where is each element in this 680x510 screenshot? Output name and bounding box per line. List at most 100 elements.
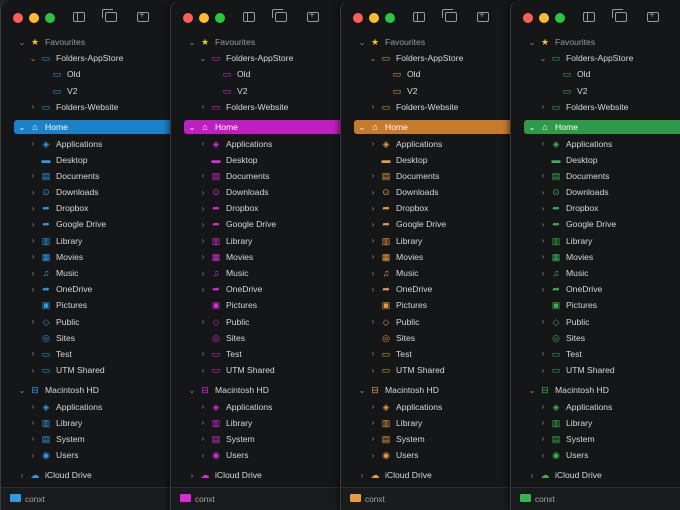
sidebar-item-hd-system[interactable]: › ▤ System [511, 431, 680, 447]
sidebar-item-pictures[interactable]: ▣ Pictures [171, 297, 349, 313]
minimize-button[interactable] [369, 13, 379, 23]
chevron-down-icon[interactable]: ⌄ [18, 37, 26, 47]
chevron-right-icon[interactable]: › [371, 450, 375, 460]
sidebar-item-hd-applications[interactable]: › ◈ Applications [511, 398, 680, 414]
chevron-right-icon[interactable]: › [371, 236, 375, 246]
sidebar-item-library[interactable]: › ▥ Library [341, 233, 519, 249]
chevron-right-icon[interactable]: › [541, 219, 545, 229]
chevron-right-icon[interactable]: › [190, 470, 194, 480]
sidebar-item-folders-website[interactable]: › ▭ Folders-Website [1, 99, 179, 115]
sidebar-item-hd-library[interactable]: › ▥ Library [511, 415, 680, 431]
chevron-down-icon[interactable]: ⌄ [539, 53, 547, 63]
chevron-right-icon[interactable]: › [201, 418, 205, 428]
zoom-button[interactable] [45, 13, 55, 23]
minimize-button[interactable] [539, 13, 549, 23]
chevron-right-icon[interactable]: › [31, 349, 35, 359]
chevron-right-icon[interactable]: › [541, 252, 545, 262]
sidebar-item-test[interactable]: › ▭ Test [511, 346, 680, 362]
sidebar-item-v2[interactable]: ▭ V2 [171, 83, 349, 99]
toggle-sidebar-icon[interactable] [243, 12, 255, 22]
sidebar-item-folders-appstore[interactable]: ⌄ ▭ Folders-AppStore [171, 50, 349, 66]
sidebar-item-hd-applications[interactable]: › ◈ Applications [171, 398, 349, 414]
chevron-right-icon[interactable]: › [371, 349, 375, 359]
sidebar-item-hd-users[interactable]: › ◉ Users [171, 447, 349, 463]
chevron-right-icon[interactable]: › [31, 284, 35, 294]
sidebar-item-onedrive[interactable]: › ➦ OneDrive [171, 281, 349, 297]
sidebar-item-macintosh-hd[interactable]: ⌄ ⊟ Macintosh HD [171, 382, 349, 398]
chevron-right-icon[interactable]: › [541, 434, 545, 444]
chevron-right-icon[interactable]: › [201, 365, 205, 375]
chevron-right-icon[interactable]: › [541, 171, 545, 181]
sidebar-item-public[interactable]: › ◇ Public [171, 314, 349, 330]
chevron-right-icon[interactable]: › [31, 171, 35, 181]
sidebar-item-applications[interactable]: › ◈ Applications [171, 135, 349, 151]
chevron-right-icon[interactable]: › [371, 102, 375, 112]
sidebar-item-applications[interactable]: › ◈ Applications [511, 135, 680, 151]
close-button[interactable] [523, 13, 533, 23]
chevron-right-icon[interactable]: › [31, 402, 35, 412]
sidebar-item-hd-applications[interactable]: › ◈ Applications [341, 398, 519, 414]
sidebar-item-documents[interactable]: › ▤ Documents [171, 168, 349, 184]
chevron-right-icon[interactable]: › [31, 434, 35, 444]
sidebar-item-pictures[interactable]: ▣ Pictures [511, 297, 680, 313]
sidebar-item-hd-library[interactable]: › ▥ Library [1, 415, 179, 431]
chevron-right-icon[interactable]: › [201, 317, 205, 327]
chevron-right-icon[interactable]: › [371, 418, 375, 428]
sidebar-item-v2[interactable]: ▭ V2 [511, 83, 680, 99]
sidebar-item-applications[interactable]: › ◈ Applications [341, 135, 519, 151]
zoom-button[interactable] [385, 13, 395, 23]
chevron-right-icon[interactable]: › [541, 284, 545, 294]
chevron-right-icon[interactable]: › [31, 268, 35, 278]
chevron-right-icon[interactable]: › [31, 236, 35, 246]
sidebar-item-pictures[interactable]: ▣ Pictures [1, 297, 179, 313]
sidebar-item-downloads[interactable]: › ⊙ Downloads [341, 184, 519, 200]
chevron-right-icon[interactable]: › [541, 402, 545, 412]
close-button[interactable] [183, 13, 193, 23]
sidebar-item-test[interactable]: › ▭ Test [171, 346, 349, 362]
sidebar-item-movies[interactable]: › ▦ Movies [1, 249, 179, 265]
chevron-right-icon[interactable]: › [541, 365, 545, 375]
sidebar-item-folders-website[interactable]: › ▭ Folders-Website [341, 99, 519, 115]
sidebar-item-home[interactable]: ⌄ ⌂ Home [524, 119, 680, 135]
minimize-button[interactable] [199, 13, 209, 23]
close-button[interactable] [353, 13, 363, 23]
chevron-down-icon[interactable]: ⌄ [528, 37, 536, 47]
chevron-right-icon[interactable]: › [371, 365, 375, 375]
sidebar-item-utm-shared[interactable]: › ▭ UTM Shared [171, 362, 349, 378]
chevron-right-icon[interactable]: › [541, 236, 545, 246]
sidebar-item-desktop[interactable]: ▬ Desktop [171, 152, 349, 168]
chevron-right-icon[interactable]: › [201, 102, 205, 112]
sidebar-item-hd-system[interactable]: › ▤ System [341, 431, 519, 447]
chevron-right-icon[interactable]: › [201, 187, 205, 197]
minimize-button[interactable] [29, 13, 39, 23]
sidebar-item-old[interactable]: ▭ Old [171, 66, 349, 82]
zoom-button[interactable] [215, 13, 225, 23]
chevron-right-icon[interactable]: › [31, 139, 35, 149]
chevron-down-icon[interactable]: ⌄ [358, 122, 366, 132]
sidebar-item-utm-shared[interactable]: › ▭ UTM Shared [1, 362, 179, 378]
chevron-right-icon[interactable]: › [360, 470, 364, 480]
sidebar-item-home[interactable]: ⌄ ⌂ Home [354, 119, 515, 135]
chevron-right-icon[interactable]: › [371, 252, 375, 262]
chevron-right-icon[interactable]: › [31, 252, 35, 262]
sidebar-item-documents[interactable]: › ▤ Documents [1, 168, 179, 184]
sidebar-item-hd-applications[interactable]: › ◈ Applications [1, 398, 179, 414]
chevron-right-icon[interactable]: › [201, 203, 205, 213]
windows-icon[interactable] [102, 9, 117, 22]
sidebar-item-hd-library[interactable]: › ▥ Library [171, 415, 349, 431]
chevron-right-icon[interactable]: › [371, 284, 375, 294]
sidebar-item-desktop[interactable]: ▬ Desktop [341, 152, 519, 168]
sidebar-item-icloud-drive[interactable]: › ☁ iCloud Drive [341, 467, 519, 483]
sidebar-item-macintosh-hd[interactable]: ⌄ ⊟ Macintosh HD [341, 382, 519, 398]
sidebar-item-old[interactable]: ▭ Old [511, 66, 680, 82]
chevron-right-icon[interactable]: › [31, 187, 35, 197]
sidebar-item-utm-shared[interactable]: › ▭ UTM Shared [341, 362, 519, 378]
sidebar-item-v2[interactable]: ▭ V2 [1, 83, 179, 99]
sidebar-item-test[interactable]: › ▭ Test [341, 346, 519, 362]
chevron-right-icon[interactable]: › [541, 317, 545, 327]
sidebar-item-hd-system[interactable]: › ▤ System [1, 431, 179, 447]
sidebar-item-downloads[interactable]: › ⊙ Downloads [171, 184, 349, 200]
chevron-down-icon[interactable]: ⌄ [358, 37, 366, 47]
sidebar-item-sites[interactable]: ◎ Sites [1, 330, 179, 346]
chevron-right-icon[interactable]: › [530, 470, 534, 480]
